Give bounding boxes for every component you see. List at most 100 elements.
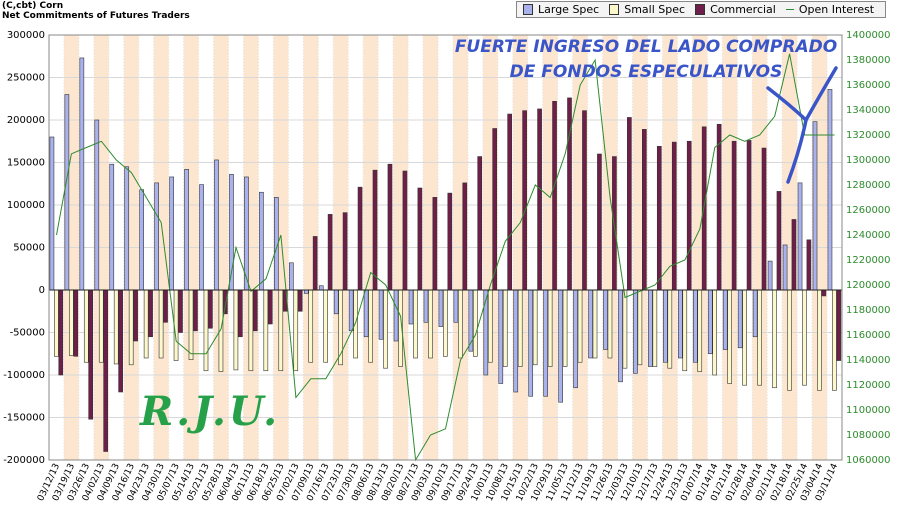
commercial-bar <box>402 170 408 291</box>
small-spec-bar <box>517 289 523 367</box>
right-tick-label: 1400000 <box>846 30 891 41</box>
large-spec-bar <box>827 89 833 291</box>
large-spec-bar <box>318 285 324 291</box>
commercial-bar <box>58 289 64 376</box>
commercial-bar <box>656 146 662 291</box>
small-spec-bar <box>353 289 358 359</box>
small-spec-bar <box>368 289 373 363</box>
large-spec-bar <box>618 289 623 383</box>
commercial-bar <box>342 212 348 291</box>
commercial-bar <box>761 147 767 291</box>
small-spec-bar <box>413 289 418 359</box>
legend-label-commercial: Commercial <box>710 3 776 16</box>
small-spec-bar <box>547 289 553 367</box>
large-spec-bar <box>812 121 818 291</box>
commercial-bar <box>178 289 183 333</box>
commercial-bar <box>552 101 557 291</box>
large-spec-bar <box>333 289 339 315</box>
commercial-bar <box>193 289 198 332</box>
right-tick-label: 1380000 <box>846 55 891 66</box>
commercial-bar <box>118 289 123 393</box>
large-spec-bar <box>573 289 578 389</box>
large-spec-bar <box>49 136 55 291</box>
chart-subtitle: Net Commitments of Futures Traders <box>2 11 190 21</box>
commercial-bar <box>357 186 363 291</box>
commercial-bar <box>507 113 512 291</box>
commercial-bar <box>642 129 647 291</box>
large-spec-bar <box>648 289 653 367</box>
commercial-bar <box>462 182 468 291</box>
left-tick-label: -100000 <box>3 370 45 381</box>
right-tick-label: 1240000 <box>846 230 891 241</box>
right-tick-label: 1340000 <box>846 105 891 116</box>
left-tick-label: -150000 <box>3 413 45 424</box>
commercial-bar <box>731 140 737 291</box>
commercial-bar <box>492 128 498 291</box>
small-spec-bar <box>832 289 837 391</box>
small-spec-bar <box>712 289 718 376</box>
chart-title: (C,cbt) Corn <box>2 1 64 11</box>
left-tick-label: 250000 <box>7 73 45 84</box>
commercial-swatch <box>695 4 706 15</box>
large-spec-bar <box>528 289 534 397</box>
commercial-bar <box>327 214 333 291</box>
small-spec-bar <box>727 289 732 384</box>
axes <box>48 34 843 461</box>
commercial-bar <box>686 140 692 291</box>
small-spec-bar <box>143 289 149 359</box>
large-spec-bar <box>782 244 788 291</box>
large-spec-bar <box>438 289 444 327</box>
left-tick-label: 150000 <box>7 158 45 169</box>
handwritten-arrow <box>766 66 838 184</box>
commercial-bar <box>267 289 273 325</box>
left-tick-label: 200000 <box>7 115 45 126</box>
small-spec-bar <box>637 289 643 366</box>
large-spec-bar <box>184 169 189 291</box>
large-spec-bar <box>79 57 85 291</box>
small-spec-bar <box>308 289 314 363</box>
large-spec-bar <box>722 289 728 350</box>
small-spec-bar <box>562 289 568 367</box>
commercial-bar <box>821 289 827 297</box>
small-spec-bar <box>54 289 59 357</box>
commercial-bar <box>537 108 542 291</box>
large-spec-bar <box>767 260 773 291</box>
commercial-bar <box>791 219 797 291</box>
plot-frame <box>48 34 843 461</box>
right-tick-label: 1200000 <box>846 280 891 291</box>
large-spec-swatch <box>523 4 533 15</box>
right-tick-label: 1120000 <box>846 380 891 391</box>
large-spec-bar <box>752 289 758 338</box>
large-spec-bar <box>678 289 683 359</box>
large-spec-bar <box>363 289 369 338</box>
small-spec-bar <box>532 289 538 366</box>
small-spec-bar <box>158 289 164 359</box>
small-spec-bar <box>68 289 74 356</box>
commercial-bar <box>806 239 812 291</box>
commercial-bar <box>372 169 378 291</box>
commercial-bar <box>297 289 303 312</box>
large-spec-bar <box>199 184 204 291</box>
right-tick-label: 1080000 <box>846 430 891 441</box>
commercial-bar <box>208 289 213 329</box>
small-spec-bar <box>487 289 493 363</box>
large-spec-bar <box>393 289 399 342</box>
small-spec-bar <box>817 289 822 391</box>
large-spec-bar <box>483 289 489 376</box>
small-spec-bar <box>188 289 194 360</box>
right-tick-label: 1360000 <box>846 80 891 91</box>
right-tick-label: 1220000 <box>846 255 891 266</box>
large-spec-bar <box>214 159 219 291</box>
annotation-line-1: FUERTE INGRESO DEL LADO COMPRADO <box>454 37 838 57</box>
small-spec-bar <box>263 289 269 372</box>
large-spec-bar <box>513 289 519 393</box>
small-spec-bar <box>592 289 598 359</box>
left-tick-label: 100000 <box>7 200 45 211</box>
large-spec-bar <box>64 94 70 291</box>
left-tick-label: -50000 <box>10 328 45 339</box>
bar-series <box>49 57 842 452</box>
large-spec-bar <box>139 189 145 291</box>
right-tick-label: 1060000 <box>846 455 891 466</box>
small-spec-bar <box>787 289 792 391</box>
right-tick-label: 1300000 <box>846 155 891 166</box>
